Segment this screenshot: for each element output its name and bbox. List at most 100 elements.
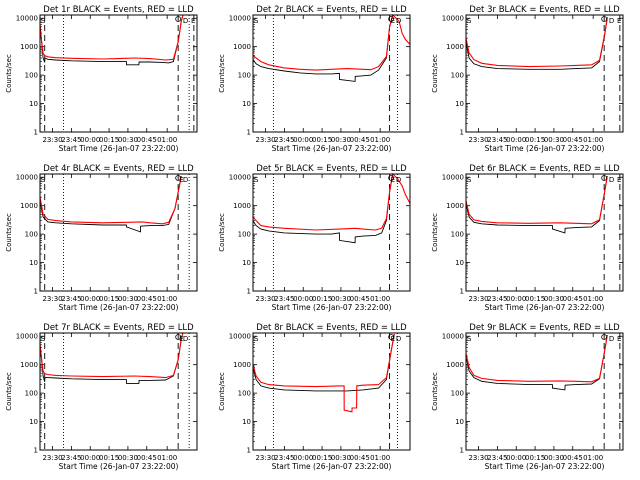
marker-label-e: E — [179, 176, 183, 184]
x-axis-label: Start Time (26-Jan-07 23:22:00) — [59, 462, 179, 471]
x-tick-label: 00:15 — [312, 136, 332, 144]
plot-frame — [39, 332, 198, 451]
x-tick-label: 00:00 — [506, 454, 526, 462]
y-tick-label: 1000 — [446, 202, 464, 210]
marker-label-e: E — [391, 17, 395, 25]
y-axis-label: Counts/sec — [431, 372, 439, 411]
y-axis-label: Counts/sec — [431, 213, 439, 252]
x-tick-label: 00:30 — [544, 454, 564, 462]
y-tick-label: 10 — [29, 100, 38, 108]
y-tick-label: 10000 — [16, 15, 38, 23]
x-axis-label: Start Time (26-Jan-07 23:22:00) — [485, 144, 605, 153]
y-tick-label: 10 — [242, 100, 251, 108]
y-tick-label: 100 — [451, 390, 464, 398]
marker-label-d: D — [396, 176, 401, 184]
x-axis-label: Start Time (26-Jan-07 23:22:00) — [59, 303, 179, 312]
y-tick-label: 10 — [29, 418, 38, 426]
y-tick-label: 100 — [25, 390, 38, 398]
y-tick-label: 100 — [451, 72, 464, 80]
y-axis-label: Counts/sec — [431, 54, 439, 93]
panel-6: Det 6r BLACK = Events, RED = LLD Counts/s… — [431, 164, 624, 312]
y-tick-label: 10000 — [229, 174, 251, 182]
circle-marker — [175, 334, 182, 340]
lld-line — [465, 335, 608, 383]
x-tick-label: 00:15 — [525, 454, 545, 462]
x-tick-label: 00:45 — [137, 454, 157, 462]
lld-line — [252, 333, 395, 413]
x-tick-label: 00:15 — [525, 295, 545, 303]
events-line — [39, 332, 184, 384]
x-tick-label: 23:45 — [61, 454, 81, 462]
x-tick-label: 23:45 — [487, 136, 507, 144]
panel-8: Det 8r BLACK = Events, RED = LLD Counts/s… — [218, 323, 411, 471]
y-tick-label: 1000 — [233, 202, 251, 210]
y-tick-label: 1 — [247, 129, 251, 137]
panel-3: Det 3r BLACK = Events, RED = LLD Counts/s… — [431, 5, 624, 153]
marker-label-d: D — [183, 176, 188, 184]
x-tick-label: 00:30 — [544, 136, 564, 144]
y-tick-label: 1 — [247, 288, 251, 296]
x-axis-label: Start Time (26-Jan-07 23:22:00) — [272, 303, 392, 312]
x-tick-label: 00:00 — [80, 136, 100, 144]
x-tick-label: 00:15 — [99, 454, 119, 462]
lld-line — [465, 176, 608, 225]
plot-frame — [465, 332, 624, 451]
x-tick-label: 01:00 — [157, 454, 177, 462]
y-tick-label: 1000 — [20, 43, 38, 51]
y-axis-label: Counts/sec — [5, 54, 13, 93]
x-tick-label: 01:00 — [370, 136, 390, 144]
x-axis-label: Start Time (26-Jan-07 23:22:00) — [272, 144, 392, 153]
y-tick-label: 100 — [238, 72, 251, 80]
x-tick-label: 23:45 — [274, 295, 294, 303]
circle-marker — [175, 16, 182, 22]
x-tick-label: 23:45 — [274, 454, 294, 462]
x-tick-label: 00:45 — [137, 136, 157, 144]
x-tick-label: 00:30 — [331, 295, 351, 303]
marker-label-s: S — [41, 17, 46, 25]
y-tick-label: 10000 — [229, 15, 251, 23]
y-tick-label: 10000 — [442, 15, 464, 23]
circle-marker — [601, 175, 608, 181]
lld-line — [39, 332, 184, 379]
events-line — [252, 14, 394, 82]
events-line — [252, 173, 394, 244]
panel-title: Det 2r BLACK = Events, RED = LLD — [256, 5, 407, 15]
x-tick-label: 01:00 — [370, 454, 390, 462]
circle-marker — [388, 16, 395, 22]
panel-1: Det 1r BLACK = Events, RED = LLD Counts/s… — [5, 5, 198, 153]
y-tick-label: 100 — [25, 72, 38, 80]
x-tick-label: 00:30 — [331, 454, 351, 462]
marker-label-e: E — [617, 335, 621, 343]
x-tick-label: 00:45 — [350, 136, 370, 144]
y-axis-label: Counts/sec — [218, 54, 226, 93]
plot-frame — [252, 173, 411, 292]
x-tick-label: 23:45 — [61, 136, 81, 144]
x-tick-label: 23:30 — [42, 136, 62, 144]
y-tick-label: 10 — [455, 100, 464, 108]
marker-label-d: D — [609, 17, 614, 25]
x-tick-label: 00:30 — [118, 454, 138, 462]
marker-label-s: S — [467, 176, 472, 184]
y-tick-label: 1 — [34, 447, 38, 455]
x-tick-label: 00:30 — [118, 295, 138, 303]
x-tick-label: 00:45 — [137, 295, 157, 303]
marker-label-d: D — [183, 335, 188, 343]
x-tick-label: 00:45 — [350, 295, 370, 303]
x-axis-label: Start Time (26-Jan-07 23:22:00) — [485, 303, 605, 312]
marker-label-d: D — [396, 17, 401, 25]
marker-label-s: S — [41, 335, 46, 343]
panel-5: Det 5r BLACK = Events, RED = LLD Counts/s… — [218, 164, 411, 312]
y-tick-label: 100 — [238, 231, 251, 239]
x-tick-label: 00:45 — [563, 454, 583, 462]
x-tick-label: 01:00 — [583, 454, 603, 462]
y-tick-label: 1000 — [20, 202, 38, 210]
x-tick-label: 23:30 — [255, 454, 275, 462]
x-tick-label: 23:45 — [487, 454, 507, 462]
events-line — [39, 14, 184, 66]
x-tick-label: 23:30 — [255, 295, 275, 303]
marker-label-e: E — [391, 176, 395, 184]
x-tick-label: 00:30 — [118, 136, 138, 144]
x-tick-label: 00:00 — [293, 295, 313, 303]
x-axis-label: Start Time (26-Jan-07 23:22:00) — [485, 462, 605, 471]
